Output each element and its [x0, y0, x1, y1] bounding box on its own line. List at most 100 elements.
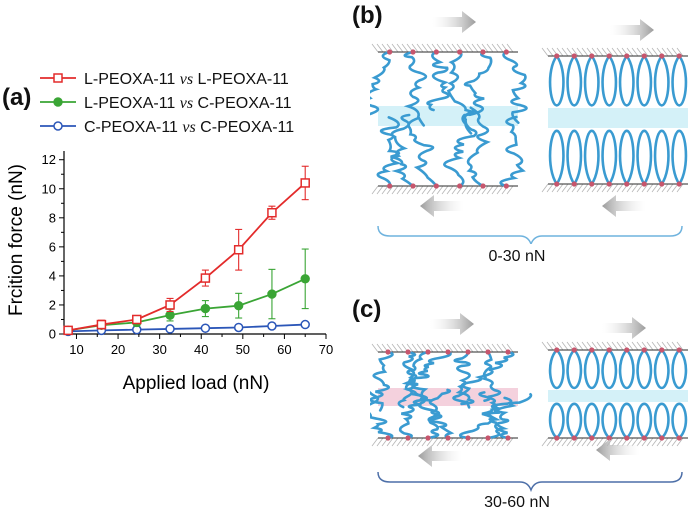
surface-hatch	[396, 185, 404, 195]
surface-hatch	[561, 437, 569, 447]
anchor-dot	[676, 435, 682, 441]
surface-hatch	[596, 47, 604, 57]
marker-circle-filled	[233, 300, 244, 311]
surface-hatch	[626, 183, 634, 193]
surface-hatch	[626, 437, 634, 447]
surface-hatch	[541, 437, 549, 447]
surface-hatch	[581, 341, 589, 351]
marker-circle-open	[233, 322, 244, 333]
surface-hatch	[596, 183, 604, 193]
surface-hatch	[611, 47, 619, 57]
shear-arrow	[420, 195, 464, 217]
schematic-low-load	[370, 11, 688, 244]
surface-hatch	[461, 185, 469, 195]
surface-hatch	[546, 341, 554, 351]
surface-hatch	[411, 43, 419, 53]
y-tick-label: 0	[49, 327, 56, 342]
surface-hatch	[476, 437, 484, 447]
anchor-dot	[659, 53, 665, 59]
legend-label: L-PEOXA-11 vs L-PEOXA-11	[84, 71, 289, 88]
surface-hatch	[436, 437, 444, 447]
surface-hatch	[566, 47, 574, 57]
range-bracket	[377, 225, 683, 244]
surface-hatch	[581, 47, 589, 57]
polymer-loop	[548, 129, 565, 185]
surface-hatch	[571, 47, 579, 57]
polymer-loop	[566, 55, 583, 107]
anchor-dot	[480, 183, 486, 189]
surface-hatch	[566, 341, 574, 351]
surface-hatch	[636, 183, 644, 193]
anchor-dot	[641, 347, 647, 353]
surface-hatch	[671, 47, 679, 57]
x-tick-label: 40	[194, 342, 208, 357]
surface-hatch	[476, 343, 484, 353]
anchor-dot	[505, 435, 511, 441]
brush-pair-cyclic-compressed	[541, 341, 688, 447]
marker-square	[53, 73, 63, 83]
surface-hatch	[571, 341, 579, 351]
polymer-loop	[601, 402, 618, 439]
surface-hatch	[541, 183, 549, 193]
anchor-dot	[385, 435, 391, 441]
surface-hatch	[491, 185, 499, 195]
polymer-chain	[408, 350, 452, 397]
panel-label-a: (a)	[2, 84, 32, 111]
surface-hatch	[411, 185, 419, 195]
surface-hatch	[576, 341, 584, 351]
surface-hatch	[416, 437, 424, 447]
y-tick-label: 6	[49, 239, 56, 254]
anchor-dot	[571, 53, 577, 59]
range-label-low: 0-30 nN	[488, 248, 546, 265]
surface-hatch	[471, 185, 479, 195]
anchor-dot	[641, 435, 647, 441]
legend-label: C-PEOXA-11 vs C-PEOXA-11	[84, 119, 294, 136]
surface-hatch	[566, 437, 574, 447]
marker-circle-filled	[300, 274, 310, 284]
x-tick-label: 30	[152, 342, 166, 357]
surface-hatch	[386, 43, 394, 53]
polymer-loop	[653, 55, 670, 107]
surface-hatch	[611, 341, 619, 351]
surface-hatch	[616, 183, 624, 193]
anchor-dot	[641, 53, 647, 59]
chart-legend: L-PEOXA-11 vs L-PEOXA-11 L-PEOXA-11 vs C-…	[40, 71, 294, 136]
anchor-dot	[457, 49, 463, 55]
surface-hatch	[396, 343, 404, 353]
anchor-dot	[659, 347, 665, 353]
surface-hatch	[611, 183, 619, 193]
arrow-shape	[596, 439, 640, 461]
marker-square	[200, 273, 211, 283]
surface-hatch	[571, 183, 579, 193]
polymer-loop	[671, 402, 688, 439]
surface-hatch	[626, 341, 634, 351]
anchor-dot	[606, 347, 612, 353]
surface-hatch	[391, 437, 399, 447]
surface-hatch	[471, 43, 479, 53]
x-tick-label: 10	[69, 342, 83, 357]
surface-hatch	[666, 341, 674, 351]
series-line	[68, 182, 306, 332]
surface-hatch	[491, 43, 499, 53]
surface-hatch	[661, 341, 669, 351]
x-axis-label: Applied load (nN)	[123, 373, 270, 394]
surface-hatch	[641, 183, 649, 193]
surface-hatch	[646, 183, 654, 193]
surface-hatch	[391, 185, 399, 195]
surface-hatch	[481, 185, 489, 195]
polymer-chain	[414, 393, 443, 440]
surface-hatch	[631, 183, 639, 193]
surface-hatch	[486, 343, 494, 353]
polymer-chain	[486, 396, 513, 440]
x-tick-label: 20	[111, 342, 125, 357]
interface-band	[548, 390, 688, 402]
x-tick-label: 70	[319, 342, 333, 357]
polymer-loop	[566, 349, 583, 390]
surface-hatch	[446, 343, 454, 353]
surface-hatch	[556, 437, 564, 447]
x-tick-label: 50	[236, 342, 250, 357]
polymer-loop	[583, 349, 600, 390]
surface-hatch	[441, 185, 449, 195]
polymer-chain	[370, 350, 394, 412]
surface-hatch	[376, 185, 384, 195]
